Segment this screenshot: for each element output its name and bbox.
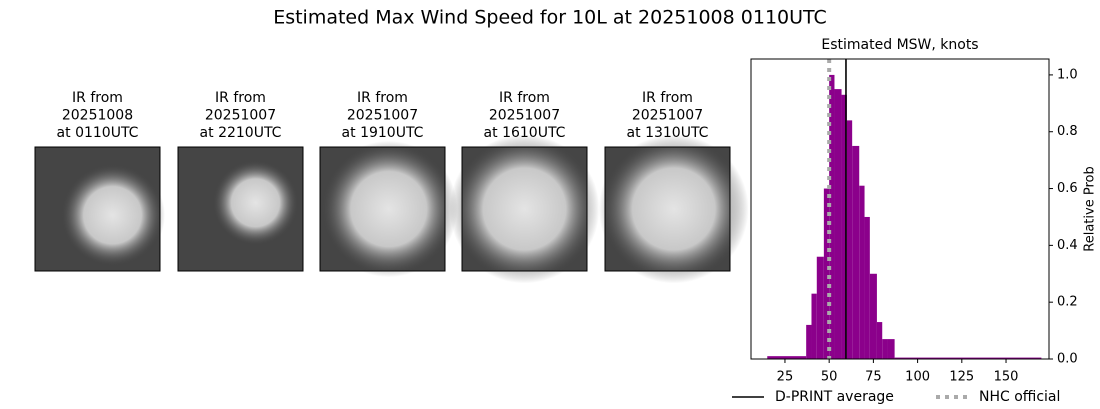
panel-caption: IR from — [357, 90, 408, 106]
panel-caption: 20251007 — [205, 108, 276, 124]
panel-caption: IR from — [215, 90, 266, 106]
bar — [841, 94, 847, 359]
bar — [823, 188, 830, 359]
bar — [829, 74, 835, 359]
cloud-mass — [320, 140, 458, 278]
bar — [859, 185, 865, 359]
y-tick-label: 1.0 — [1057, 67, 1078, 82]
cloud-mass — [598, 134, 749, 284]
bar — [852, 145, 860, 359]
bar — [767, 356, 807, 359]
bar — [869, 273, 877, 359]
bar — [811, 293, 817, 359]
y-tick-label: 0.4 — [1057, 238, 1078, 253]
panel-caption: IR from — [72, 90, 123, 106]
bar — [894, 357, 1042, 359]
x-tick-label: 150 — [994, 370, 1019, 385]
panel-caption: 20251007 — [489, 108, 560, 124]
x-tick-label: 25 — [777, 370, 794, 385]
image-frame — [604, 146, 731, 272]
x-tick-label: 50 — [821, 370, 838, 385]
panel-caption: IR from — [642, 90, 693, 106]
panel-caption: 20251007 — [347, 108, 418, 124]
panel-caption: at 1910UTC — [342, 125, 424, 141]
x-tick-label: 100 — [905, 370, 930, 385]
panel-caption: 20251007 — [632, 108, 703, 124]
panel-caption: at 1610UTC — [484, 125, 566, 141]
y-tick-label: 0.2 — [1057, 295, 1078, 310]
bar — [806, 324, 812, 359]
panel-caption: at 2210UTC — [200, 125, 282, 141]
bar — [882, 339, 888, 359]
cloud-mass — [449, 134, 600, 284]
y-axis-label: Relative Prob — [1083, 166, 1098, 251]
panel-caption: IR from — [499, 90, 550, 106]
bar — [834, 89, 842, 359]
plot-frame — [750, 58, 1050, 360]
cloud-mass — [211, 159, 300, 247]
panel-caption: 20251008 — [62, 108, 133, 124]
cloud-mass — [60, 163, 165, 268]
bar — [846, 120, 853, 359]
page-title: Estimated Max Wind Speed for 10L at 2025… — [273, 7, 827, 29]
bar — [876, 322, 883, 359]
legend-label: NHC official — [979, 389, 1060, 405]
bar — [816, 256, 824, 359]
chart: Estimated MSW, knots Relative Prob 25 50 7… — [732, 37, 1098, 405]
y-tick-label: 0.8 — [1057, 124, 1078, 139]
bar — [864, 216, 870, 359]
x-tick-label: 125 — [949, 370, 974, 385]
legend-label: D-PRINT average — [775, 389, 894, 405]
image-frame — [319, 146, 446, 272]
y-tick-label: 0.0 — [1057, 352, 1078, 367]
panel-caption: at 0110UTC — [57, 125, 139, 141]
x-tick-label: 75 — [865, 370, 882, 385]
y-tick-label: 0.6 — [1057, 181, 1078, 196]
image-frame — [461, 146, 588, 272]
image-frame — [177, 146, 304, 272]
image-frame — [34, 146, 161, 272]
chart-title: Estimated MSW, knots — [821, 37, 978, 53]
bar — [887, 339, 895, 359]
